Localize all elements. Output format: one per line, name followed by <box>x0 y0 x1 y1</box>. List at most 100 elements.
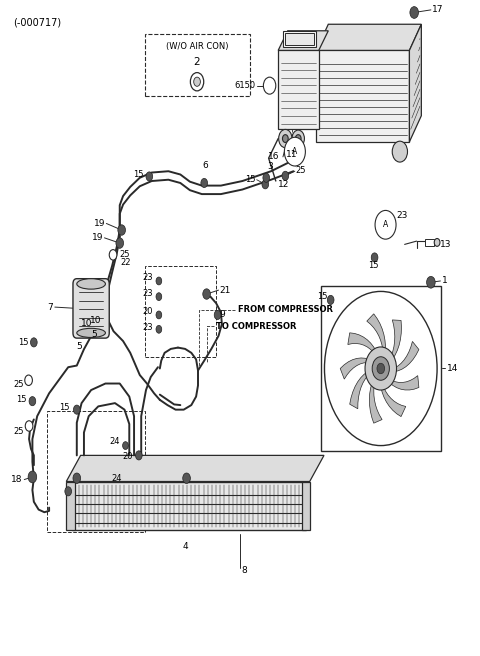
Circle shape <box>295 134 301 142</box>
Circle shape <box>146 172 153 181</box>
Bar <box>425 239 434 247</box>
Circle shape <box>377 363 384 374</box>
Text: 24: 24 <box>112 474 122 483</box>
Circle shape <box>427 276 435 288</box>
Circle shape <box>109 250 117 260</box>
Circle shape <box>28 471 36 483</box>
Circle shape <box>156 325 162 333</box>
Circle shape <box>191 73 204 91</box>
Bar <box>285 33 314 45</box>
Circle shape <box>372 357 389 380</box>
Circle shape <box>183 473 191 483</box>
Bar <box>72 482 306 531</box>
Text: 15: 15 <box>368 262 379 270</box>
Text: 18: 18 <box>12 475 23 484</box>
Text: 1: 1 <box>442 276 448 285</box>
Polygon shape <box>348 333 376 352</box>
Circle shape <box>375 211 396 239</box>
Text: 19: 19 <box>92 234 104 242</box>
Text: 14: 14 <box>446 364 458 373</box>
Text: TO COMPRESSOR: TO COMPRESSOR <box>216 321 297 331</box>
Circle shape <box>284 137 305 166</box>
Circle shape <box>122 441 128 449</box>
Text: 23: 23 <box>396 211 408 220</box>
Polygon shape <box>321 286 441 451</box>
Circle shape <box>29 397 36 405</box>
Polygon shape <box>316 24 421 51</box>
Polygon shape <box>394 341 419 372</box>
Text: 23: 23 <box>143 323 153 333</box>
Circle shape <box>116 238 123 249</box>
Text: 2: 2 <box>194 57 200 67</box>
Polygon shape <box>391 320 401 359</box>
Circle shape <box>201 178 207 188</box>
Text: 20: 20 <box>143 307 153 316</box>
Circle shape <box>282 134 288 142</box>
Circle shape <box>434 239 440 247</box>
Text: 21: 21 <box>219 285 231 295</box>
Circle shape <box>214 310 221 319</box>
Polygon shape <box>381 387 406 417</box>
Polygon shape <box>350 372 368 409</box>
Text: 13: 13 <box>441 240 452 249</box>
Text: 15: 15 <box>59 403 70 412</box>
Bar <box>283 31 316 47</box>
Text: 25: 25 <box>296 166 306 175</box>
Bar <box>47 411 144 532</box>
Circle shape <box>25 420 33 431</box>
Text: 5: 5 <box>77 342 83 351</box>
Text: 6: 6 <box>202 161 208 170</box>
Circle shape <box>392 141 408 162</box>
Text: 8: 8 <box>241 567 247 575</box>
Circle shape <box>279 129 292 148</box>
Circle shape <box>282 171 288 180</box>
Text: 11: 11 <box>286 150 297 159</box>
Text: A: A <box>292 147 298 156</box>
Circle shape <box>25 375 33 386</box>
FancyBboxPatch shape <box>73 279 109 338</box>
Circle shape <box>262 180 269 189</box>
Bar <box>144 266 216 358</box>
Circle shape <box>365 347 396 390</box>
Text: 16: 16 <box>268 152 280 161</box>
Circle shape <box>263 173 270 182</box>
Text: 19: 19 <box>94 219 106 228</box>
Text: 25: 25 <box>120 250 130 258</box>
Text: 17: 17 <box>432 5 444 14</box>
Circle shape <box>203 289 210 299</box>
Text: (-000717): (-000717) <box>13 18 61 28</box>
Bar <box>66 482 75 531</box>
Circle shape <box>31 338 37 347</box>
Text: 4: 4 <box>182 543 188 551</box>
Polygon shape <box>278 31 328 51</box>
Text: A: A <box>383 220 388 230</box>
Text: 5: 5 <box>91 330 97 339</box>
Circle shape <box>194 77 200 87</box>
Circle shape <box>156 277 162 285</box>
Text: 20: 20 <box>122 452 133 461</box>
Circle shape <box>65 487 72 496</box>
Circle shape <box>292 130 304 147</box>
Polygon shape <box>389 376 419 390</box>
Text: 23: 23 <box>143 273 153 282</box>
Text: 25: 25 <box>13 380 24 389</box>
Text: 7: 7 <box>47 302 53 312</box>
Circle shape <box>73 473 81 483</box>
Text: 6150: 6150 <box>234 81 255 90</box>
Polygon shape <box>367 314 385 352</box>
Text: 15: 15 <box>317 292 327 301</box>
Circle shape <box>264 77 276 94</box>
Polygon shape <box>370 382 382 423</box>
Text: 15: 15 <box>132 170 143 179</box>
Text: 24: 24 <box>109 436 120 445</box>
Text: 22: 22 <box>120 258 131 267</box>
Circle shape <box>135 451 142 460</box>
Text: 10: 10 <box>90 316 102 325</box>
Text: 10: 10 <box>81 319 92 328</box>
Bar <box>144 34 250 96</box>
Circle shape <box>156 293 162 300</box>
Text: 15: 15 <box>19 338 29 347</box>
Circle shape <box>73 405 80 414</box>
Circle shape <box>410 7 419 18</box>
Ellipse shape <box>77 279 106 289</box>
